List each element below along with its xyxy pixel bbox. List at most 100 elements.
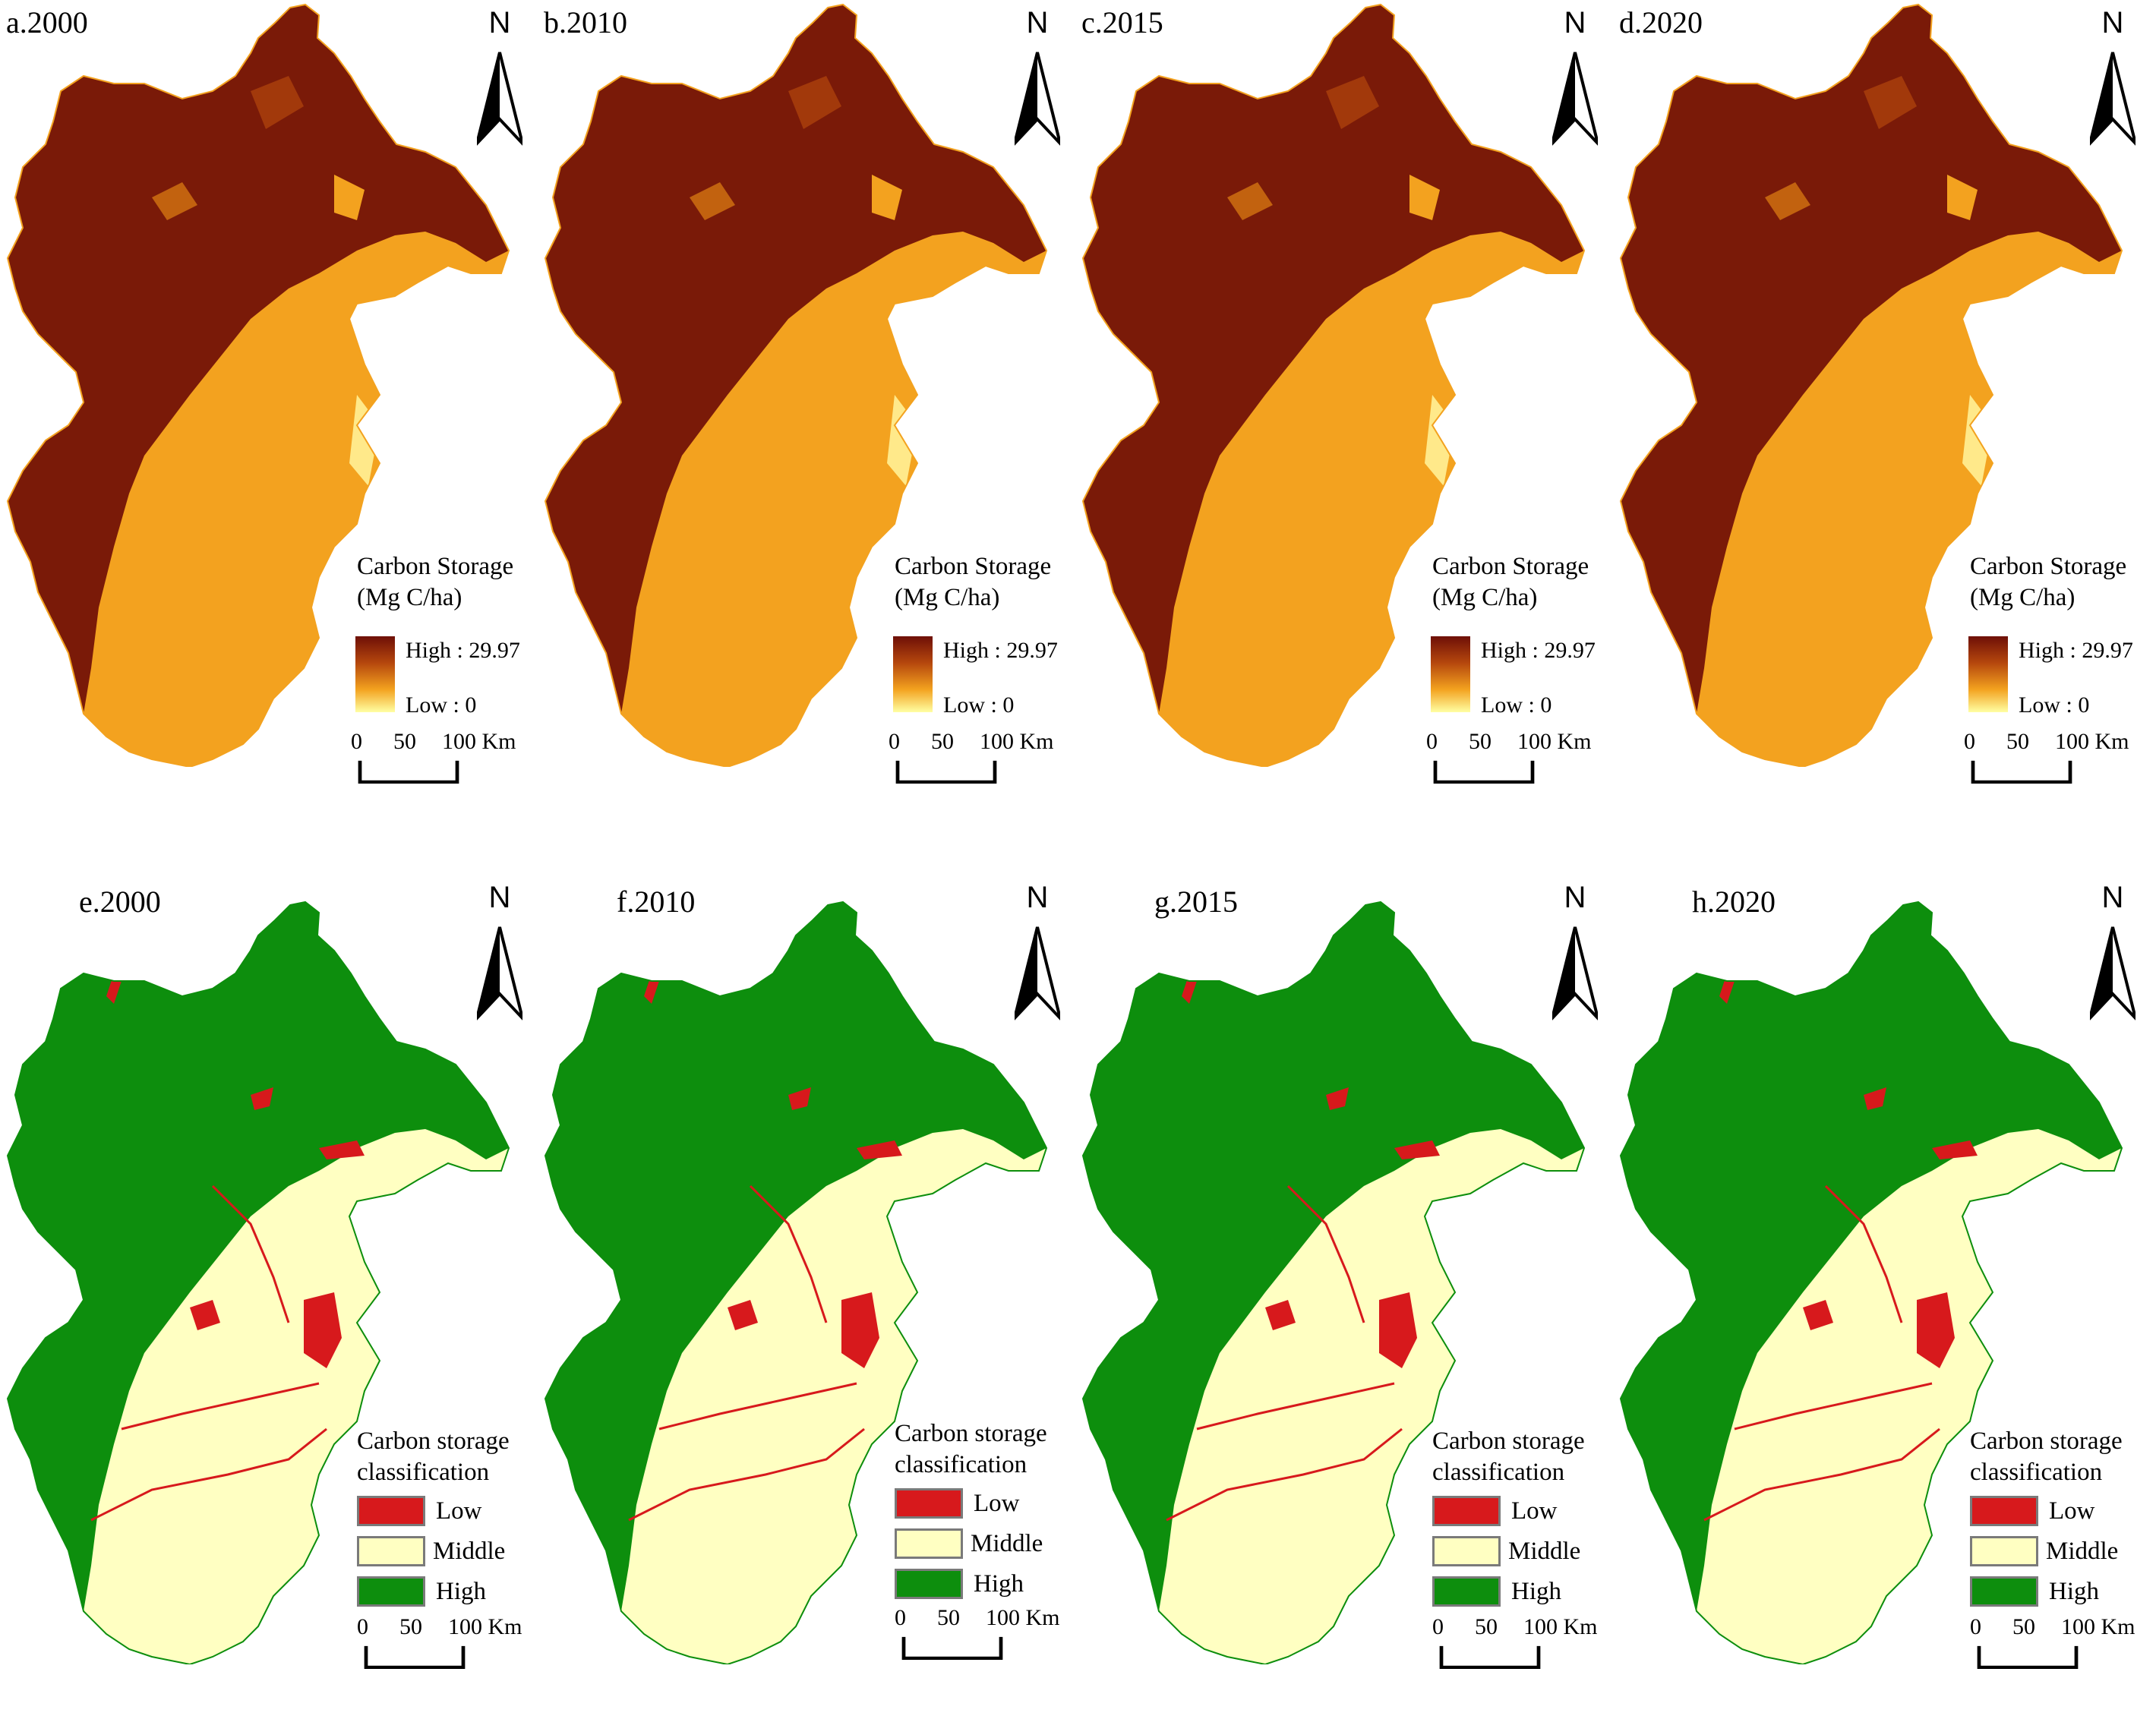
- north-label: N: [2101, 6, 2124, 39]
- legend-title: Carbon Storage (Mg C/ha): [895, 553, 1052, 612]
- north-arrow: N: [1551, 6, 1599, 159]
- carbon-storage-map: [1082, 4, 1585, 767]
- scale-tick-50: 50: [393, 729, 416, 754]
- classification-map-panel-2015: g.2015 N Carbon storage classification L…: [1075, 881, 1614, 1716]
- scale-bracket: [355, 759, 462, 784]
- scale-tick-0: 0: [351, 729, 362, 754]
- ramp-low-label: Low : 0: [406, 692, 477, 718]
- carbon-storage-map: [7, 4, 510, 767]
- carbon-storage-map: [1620, 4, 2123, 767]
- scale-tick-100: 100 Km: [442, 729, 516, 754]
- panel-title: a.2000: [6, 5, 88, 39]
- classification-map-panel-2010: f.2010 N Carbon storage classification L…: [538, 881, 1076, 1716]
- north-arrow: N: [475, 881, 524, 1034]
- ramp-low-label: Low : 0: [2019, 692, 2090, 718]
- legend-title: Carbon Storage (Mg C/ha): [1432, 553, 1589, 612]
- scale-bar: 0 50 100 Km: [895, 1605, 1081, 1660]
- legend-label-middle: Middle: [1508, 1538, 1581, 1565]
- scale-tick-100: 100 Km: [2055, 729, 2129, 754]
- scale-tick-0: 0: [889, 729, 900, 754]
- north-arrow: N: [1013, 6, 1062, 159]
- north-arrow: N: [2088, 6, 2137, 159]
- legend-swatch-low: [357, 1496, 425, 1526]
- scale-bar: 0 50 100 Km: [351, 729, 538, 784]
- north-arrow: N: [475, 6, 524, 159]
- legend-title: Carbon Storage (Mg C/ha): [1970, 553, 2127, 612]
- ramp-high-label: High : 29.97: [2019, 638, 2133, 663]
- north-arrow: N: [1013, 881, 1062, 1034]
- scale-bracket: [899, 1636, 1005, 1660]
- scale-tick-100: 100 Km: [1517, 729, 1592, 754]
- panel-title: d.2020: [1619, 5, 1703, 39]
- classification-map: [545, 901, 1047, 1664]
- scale-tick-100: 100 Km: [448, 1614, 522, 1639]
- scale-bar: 0 50 100 Km: [889, 729, 1075, 784]
- ramp-high-label: High : 29.97: [1481, 638, 1596, 663]
- scale-tick-0: 0: [1426, 729, 1438, 754]
- scale-tick-50: 50: [931, 729, 954, 754]
- carbon-storage-map: [545, 4, 1047, 767]
- legend-label-high: High: [436, 1578, 486, 1605]
- north-label: N: [1564, 6, 1586, 39]
- legend-label-middle: Middle: [971, 1530, 1043, 1557]
- classification-map: [7, 901, 510, 1664]
- legend-title: Carbon storage classification: [895, 1420, 1047, 1479]
- legend-label-low: Low: [2049, 1497, 2095, 1525]
- scale-bracket: [893, 759, 999, 784]
- north-label: N: [2101, 881, 2124, 914]
- legend-swatch-low: [1432, 1496, 1501, 1526]
- legend-label-middle: Middle: [2046, 1538, 2119, 1565]
- scale-tick-50: 50: [2012, 1614, 2035, 1639]
- legend-label-middle: Middle: [433, 1538, 506, 1565]
- scale-bracket: [361, 1645, 468, 1669]
- scale-tick-50: 50: [937, 1605, 960, 1630]
- scale-tick-50: 50: [1475, 1614, 1498, 1639]
- scale-tick-100: 100 Km: [986, 1605, 1060, 1630]
- scale-tick-0: 0: [357, 1614, 368, 1639]
- carbon-map-panel-2010: b.2010 N Carbon Storage (Mg C/ha) High :…: [538, 0, 1076, 835]
- classification-map: [1620, 901, 2123, 1664]
- legend-swatch-middle: [357, 1536, 425, 1566]
- legend-label-high: High: [974, 1570, 1024, 1598]
- legend-swatch-middle: [1432, 1536, 1501, 1566]
- panel-title: c.2015: [1081, 5, 1163, 39]
- north-label: N: [488, 881, 511, 914]
- legend-swatch-low: [895, 1488, 963, 1519]
- scale-tick-0: 0: [1432, 1614, 1444, 1639]
- ramp-high-label: High : 29.97: [943, 638, 1058, 663]
- scale-tick-50: 50: [2006, 729, 2029, 754]
- north-label: N: [1026, 6, 1049, 39]
- classification-map: [1082, 901, 1585, 1664]
- scale-bar: 0 50 100 Km: [1432, 1614, 1619, 1669]
- scale-bar: 0 50 100 Km: [1964, 729, 2151, 784]
- scale-tick-50: 50: [1469, 729, 1492, 754]
- scale-tick-0: 0: [895, 1605, 906, 1630]
- panel-title: f.2010: [617, 885, 696, 919]
- legend-label-low: Low: [436, 1497, 482, 1525]
- scale-bracket: [1437, 1645, 1543, 1669]
- legend-title: Carbon storage classification: [1432, 1427, 1585, 1487]
- scale-tick-0: 0: [1970, 1614, 1981, 1639]
- panel-title: g.2015: [1154, 885, 1238, 919]
- legend-swatch-middle: [1970, 1536, 2038, 1566]
- legend-label-high: High: [1511, 1578, 1561, 1605]
- legend-swatch-high: [895, 1569, 963, 1599]
- color-ramp: [1431, 636, 1470, 712]
- legend-swatch-high: [1970, 1576, 2038, 1607]
- color-ramp: [893, 636, 933, 712]
- panel-title: b.2010: [544, 5, 627, 39]
- legend-label-high: High: [2049, 1578, 2099, 1605]
- color-ramp: [1968, 636, 2008, 712]
- legend-title: Carbon Storage (Mg C/ha): [357, 553, 514, 612]
- scale-bracket: [1431, 759, 1537, 784]
- scale-tick-50: 50: [399, 1614, 422, 1639]
- carbon-map-panel-2000: a.2000 N Carbon Storage (Mg C/ha) High :…: [0, 0, 538, 835]
- scale-bar: 0 50 100 Km: [357, 1614, 544, 1669]
- north-label: N: [1026, 881, 1049, 914]
- panel-title: e.2000: [79, 885, 161, 919]
- carbon-map-panel-2015: c.2015 N Carbon Storage (Mg C/ha) High :…: [1075, 0, 1614, 835]
- color-ramp: [355, 636, 395, 712]
- scale-bar: 0 50 100 Km: [1970, 1614, 2156, 1669]
- classification-map-panel-2020: h.2020 N Carbon storage classification L…: [1613, 881, 2151, 1716]
- legend-swatch-middle: [895, 1528, 963, 1559]
